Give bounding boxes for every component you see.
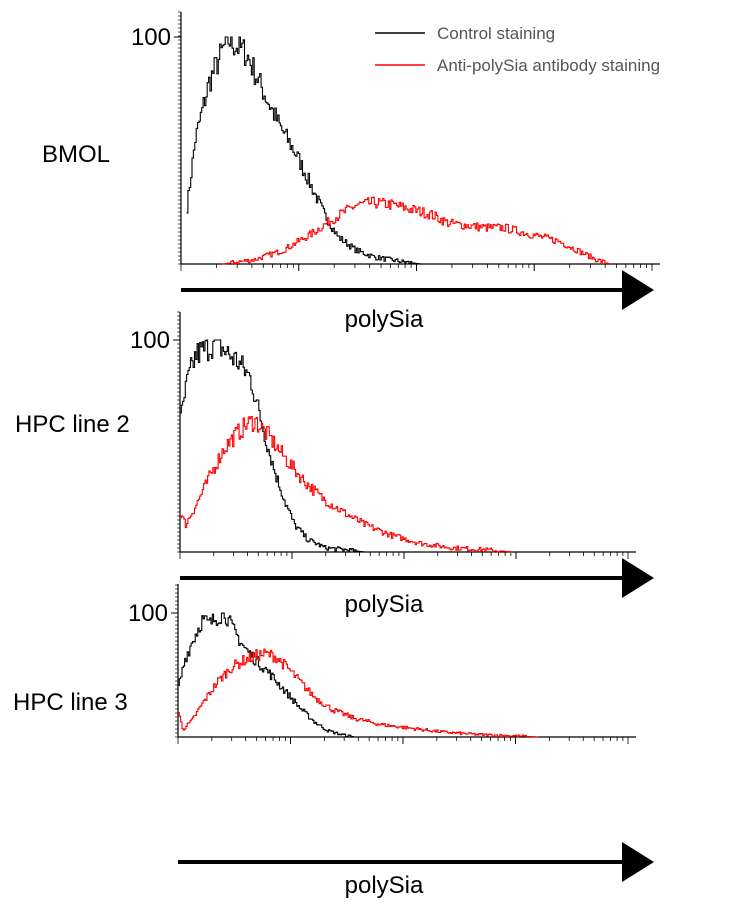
legend-control-label: Control staining [437, 24, 555, 43]
histogram-panel: 100 HPC line 3 polySia [13, 584, 654, 899]
histogram-series-line [180, 339, 365, 553]
y-tick-label: 100 [128, 600, 168, 627]
histogram-series-line [178, 612, 355, 738]
legend: Control staining Anti-polySia antibody s… [375, 24, 660, 75]
histogram-panel: 100 HPC line 2 polySia [15, 311, 654, 618]
histogram-series-line [178, 648, 539, 738]
histogram-series-line [180, 415, 513, 553]
panel-label: HPC line 2 [15, 411, 130, 438]
histogram-series-line [222, 196, 610, 265]
histogram-panel: 100 BMOL polySia [42, 11, 660, 333]
histogram-series-line [186, 36, 421, 265]
x-axis-label: polySia [345, 872, 424, 899]
legend-anti-label: Anti-polySia antibody staining [437, 56, 660, 75]
y-tick-label: 100 [131, 24, 171, 51]
y-tick-label: 100 [130, 327, 170, 354]
panel-label: BMOL [42, 141, 110, 168]
panel-label: HPC line 3 [13, 689, 128, 716]
x-axis-label: polySia [345, 306, 424, 333]
histogram-panels: 100 BMOL polySia 100 HPC line 2 polySia 100 HPC… [13, 11, 660, 899]
x-axis-label: polySia [345, 591, 424, 618]
